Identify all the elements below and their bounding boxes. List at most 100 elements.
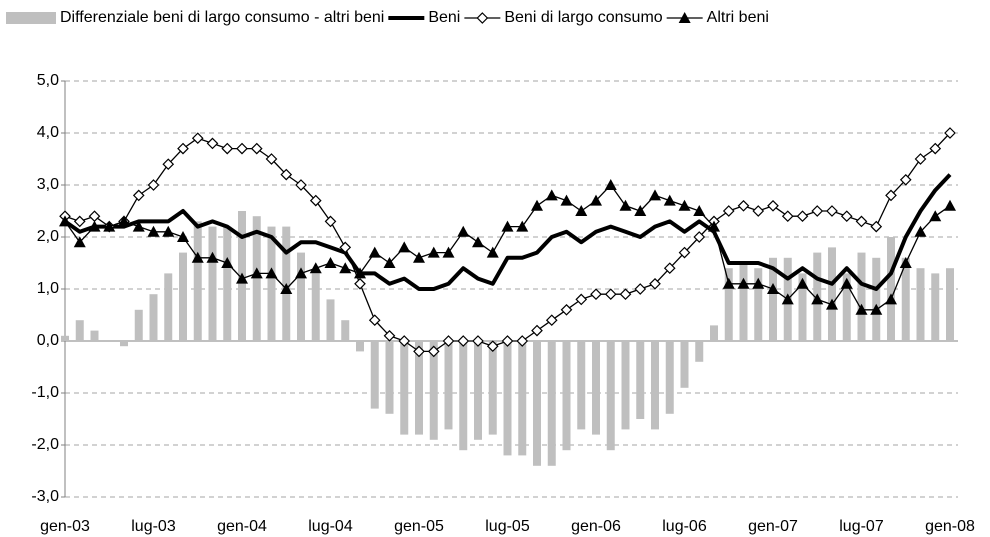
bar xyxy=(252,216,261,341)
bar xyxy=(562,341,571,451)
bar xyxy=(311,273,320,341)
marker xyxy=(265,153,278,165)
marker xyxy=(147,225,160,237)
marker xyxy=(516,220,529,232)
marker xyxy=(354,277,366,290)
marker xyxy=(855,303,868,315)
marker xyxy=(250,142,263,155)
marker xyxy=(442,246,455,258)
marker xyxy=(501,335,514,347)
marker xyxy=(162,225,175,237)
marker xyxy=(796,277,809,289)
x-tick-label: gen-07 xyxy=(748,518,798,535)
marker xyxy=(383,329,396,342)
marker xyxy=(295,179,307,191)
marker xyxy=(944,127,956,139)
bar xyxy=(61,335,69,341)
marker xyxy=(885,189,897,202)
marker xyxy=(132,189,145,202)
marker xyxy=(840,277,853,289)
marker xyxy=(545,314,558,327)
marker xyxy=(472,236,484,248)
marker xyxy=(575,293,588,306)
marker xyxy=(339,241,352,254)
marker xyxy=(88,220,101,232)
bar xyxy=(931,273,940,341)
marker xyxy=(840,210,853,223)
bar xyxy=(297,252,305,341)
marker xyxy=(457,335,470,347)
legend: Differenziale beni di largo consumo - al… xyxy=(6,9,769,26)
marker xyxy=(118,215,130,227)
marker xyxy=(545,189,558,201)
marker xyxy=(368,246,381,258)
bar xyxy=(459,341,468,451)
marker xyxy=(413,251,425,263)
marker xyxy=(191,132,204,145)
bar xyxy=(179,252,187,341)
y-tick-label: 5,0 xyxy=(37,72,59,89)
bar xyxy=(326,299,335,341)
marker xyxy=(796,210,809,223)
bar xyxy=(223,226,232,341)
bar xyxy=(592,341,600,435)
bar xyxy=(474,341,482,440)
marker xyxy=(604,288,617,301)
marker xyxy=(501,220,514,232)
marker xyxy=(531,199,543,211)
y-tick-label: 0,0 xyxy=(37,332,59,349)
marker xyxy=(280,168,293,181)
bar xyxy=(769,257,777,341)
marker xyxy=(560,303,573,316)
bar xyxy=(149,294,158,341)
legend-label: Beni xyxy=(428,9,460,26)
marker xyxy=(811,205,824,217)
y-tick-label: -2,0 xyxy=(31,436,59,453)
marker xyxy=(236,142,248,155)
marker xyxy=(206,137,219,150)
bar xyxy=(356,341,364,352)
marker xyxy=(103,220,116,232)
marker xyxy=(132,220,145,232)
bar xyxy=(547,341,556,466)
bar xyxy=(341,320,350,341)
bar xyxy=(842,273,851,341)
marker xyxy=(250,267,263,279)
marker xyxy=(767,283,779,294)
marker xyxy=(162,158,175,171)
marker xyxy=(678,246,691,259)
marker xyxy=(206,251,219,263)
marker xyxy=(722,205,735,217)
marker xyxy=(781,293,794,305)
x-tick-label: lug-04 xyxy=(308,518,353,535)
bar xyxy=(798,273,807,341)
marker xyxy=(885,293,897,305)
marker xyxy=(693,205,706,216)
marker xyxy=(870,303,883,315)
bar xyxy=(267,226,276,341)
x-tick-label: lug-03 xyxy=(131,518,176,535)
marker xyxy=(339,262,352,274)
bar xyxy=(533,341,541,466)
marker xyxy=(899,257,912,268)
legend-marker xyxy=(678,12,691,23)
marker xyxy=(236,272,248,284)
marker xyxy=(914,225,927,237)
marker xyxy=(649,277,661,290)
marker xyxy=(604,179,617,190)
marker xyxy=(944,199,956,211)
x-tick-label: gen-03 xyxy=(40,518,90,535)
bar xyxy=(710,325,718,341)
marker xyxy=(708,220,720,232)
marker xyxy=(486,246,499,258)
marker xyxy=(59,215,71,227)
marker xyxy=(324,215,337,228)
bar xyxy=(370,341,379,409)
marker xyxy=(899,173,912,186)
bar xyxy=(400,341,409,435)
legend-label: Altri beni xyxy=(707,9,769,26)
marker xyxy=(442,335,455,347)
marker xyxy=(693,231,706,243)
marker xyxy=(929,142,942,155)
